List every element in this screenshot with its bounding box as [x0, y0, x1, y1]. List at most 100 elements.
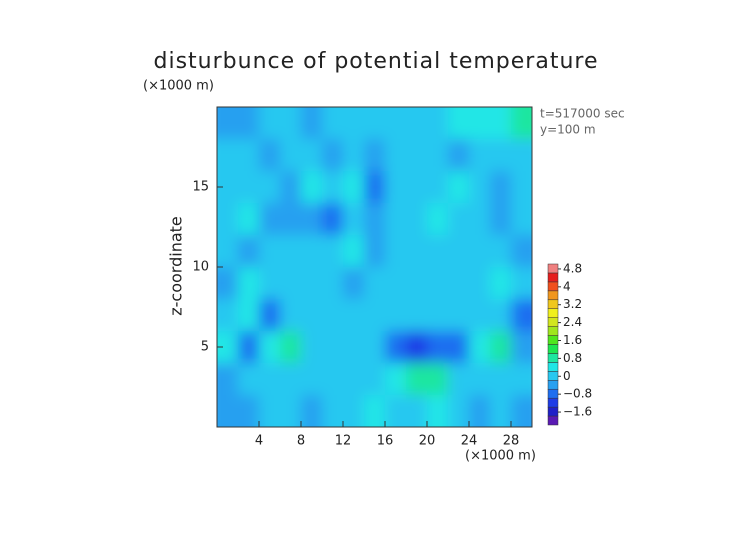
- axes: 4 8 12 16 20 24 28 5 10 15 −1.6 −0.8 0 0.8 1.6 2.4 3.2 4 4…: [192, 106, 592, 449]
- colorbar-box: [547, 380, 559, 390]
- y-unit: (×1000 m): [143, 79, 214, 94]
- heat-cell: [238, 299, 260, 332]
- heat-cell: [259, 299, 281, 332]
- heat-cell: [469, 267, 491, 300]
- colorbar-tick-label: −0.8: [563, 387, 592, 401]
- heat-cell: [490, 203, 512, 236]
- heat-cell: [490, 299, 512, 332]
- heat-cell: [259, 171, 281, 204]
- heat-cell: [280, 363, 302, 396]
- heat-cell: [280, 107, 302, 140]
- heat-cell: [343, 235, 365, 268]
- heat-cell: [322, 267, 344, 300]
- heat-cell: [364, 171, 386, 204]
- heat-cell: [448, 363, 470, 396]
- heat-cell: [406, 395, 428, 427]
- heat-cell: [322, 395, 344, 427]
- heat-cell: [280, 235, 302, 268]
- heat-cell: [217, 363, 239, 396]
- heat-cell: [427, 235, 449, 268]
- heat-cell: [301, 299, 323, 332]
- heat-cell: [259, 203, 281, 236]
- heat-cell: [427, 363, 449, 396]
- heat-cell: [490, 139, 512, 172]
- colorbar-box: [547, 415, 559, 426]
- heat-cell: [280, 267, 302, 300]
- colorbar-tick-label: 4.8: [563, 261, 582, 275]
- colorbar-box: [547, 397, 559, 408]
- heat-cell: [322, 235, 344, 268]
- heat-cell: [259, 363, 281, 396]
- heat-cell: [343, 139, 365, 172]
- heat-cell: [322, 363, 344, 396]
- colorbar-tick-label: 0: [563, 369, 571, 383]
- heat-cell: [490, 107, 512, 140]
- colorbar-tick-label: 3.2: [563, 297, 582, 311]
- heat-cell: [343, 171, 365, 204]
- heat-cell: [322, 331, 344, 364]
- heat-cell: [448, 267, 470, 300]
- heat-cell: [490, 331, 512, 364]
- heat-cell: [448, 395, 470, 427]
- heat-cell: [511, 267, 532, 300]
- heat-cell: [511, 139, 532, 172]
- heat-cell: [259, 267, 281, 300]
- heat-cell: [511, 235, 532, 268]
- heat-cell: [385, 363, 407, 396]
- heat-cell: [238, 235, 260, 268]
- heat-cell: [301, 395, 323, 427]
- heat-cell: [259, 107, 281, 140]
- heat-cell: [217, 331, 239, 364]
- heat-cell: [406, 139, 428, 172]
- heat-cell: [385, 299, 407, 332]
- heat-cell: [385, 395, 407, 427]
- heat-cell: [448, 235, 470, 268]
- heat-cell: [448, 331, 470, 364]
- heat-cell: [322, 139, 344, 172]
- heat-cell: [385, 267, 407, 300]
- heat-cell: [343, 203, 365, 236]
- heat-cell: [238, 331, 260, 364]
- heat-cell: [322, 203, 344, 236]
- heat-cell: [301, 139, 323, 172]
- x-tick-label: 20: [419, 434, 436, 449]
- chart-title: disturbunce of potential temperature: [154, 49, 599, 74]
- heat-cell: [469, 395, 491, 427]
- heat-cell: [364, 363, 386, 396]
- heat-cell: [217, 267, 239, 300]
- x-tick-label: 12: [335, 434, 352, 449]
- heat-cell: [364, 235, 386, 268]
- colorbar-box: [547, 362, 559, 372]
- heat-cell: [364, 203, 386, 236]
- heat-cell: [259, 235, 281, 268]
- heat-cell: [511, 395, 532, 427]
- colorbar-box: [547, 406, 559, 417]
- heat-cell: [427, 171, 449, 204]
- colorbar-box: [547, 326, 559, 336]
- y-axis-label: z-coordinate: [167, 216, 186, 316]
- heat-cell: [406, 267, 428, 300]
- colorbar-tick-label: 2.4: [563, 315, 582, 329]
- colorbar-box: [547, 317, 559, 327]
- heat-cell: [343, 363, 365, 396]
- heat-cell: [448, 107, 470, 140]
- heat-cell: [427, 395, 449, 427]
- heat-cell: [490, 395, 512, 427]
- x-tick-label: 24: [461, 434, 478, 449]
- heat-cell: [448, 171, 470, 204]
- heat-cell: [238, 203, 260, 236]
- heat-cell: [217, 235, 239, 268]
- heat-cell: [217, 299, 239, 332]
- colorbar-box: [547, 353, 559, 363]
- heat-cell: [469, 331, 491, 364]
- x-tick-label: 16: [377, 434, 394, 449]
- x-tick-label: 28: [503, 434, 520, 449]
- heat-cell: [343, 107, 365, 140]
- heat-cell: [385, 331, 407, 364]
- heat-cell: [280, 395, 302, 427]
- heat-cell: [238, 107, 260, 140]
- heat-cell: [469, 299, 491, 332]
- heat-cell: [217, 139, 239, 172]
- heat-cell: [280, 203, 302, 236]
- heat-cell: [490, 171, 512, 204]
